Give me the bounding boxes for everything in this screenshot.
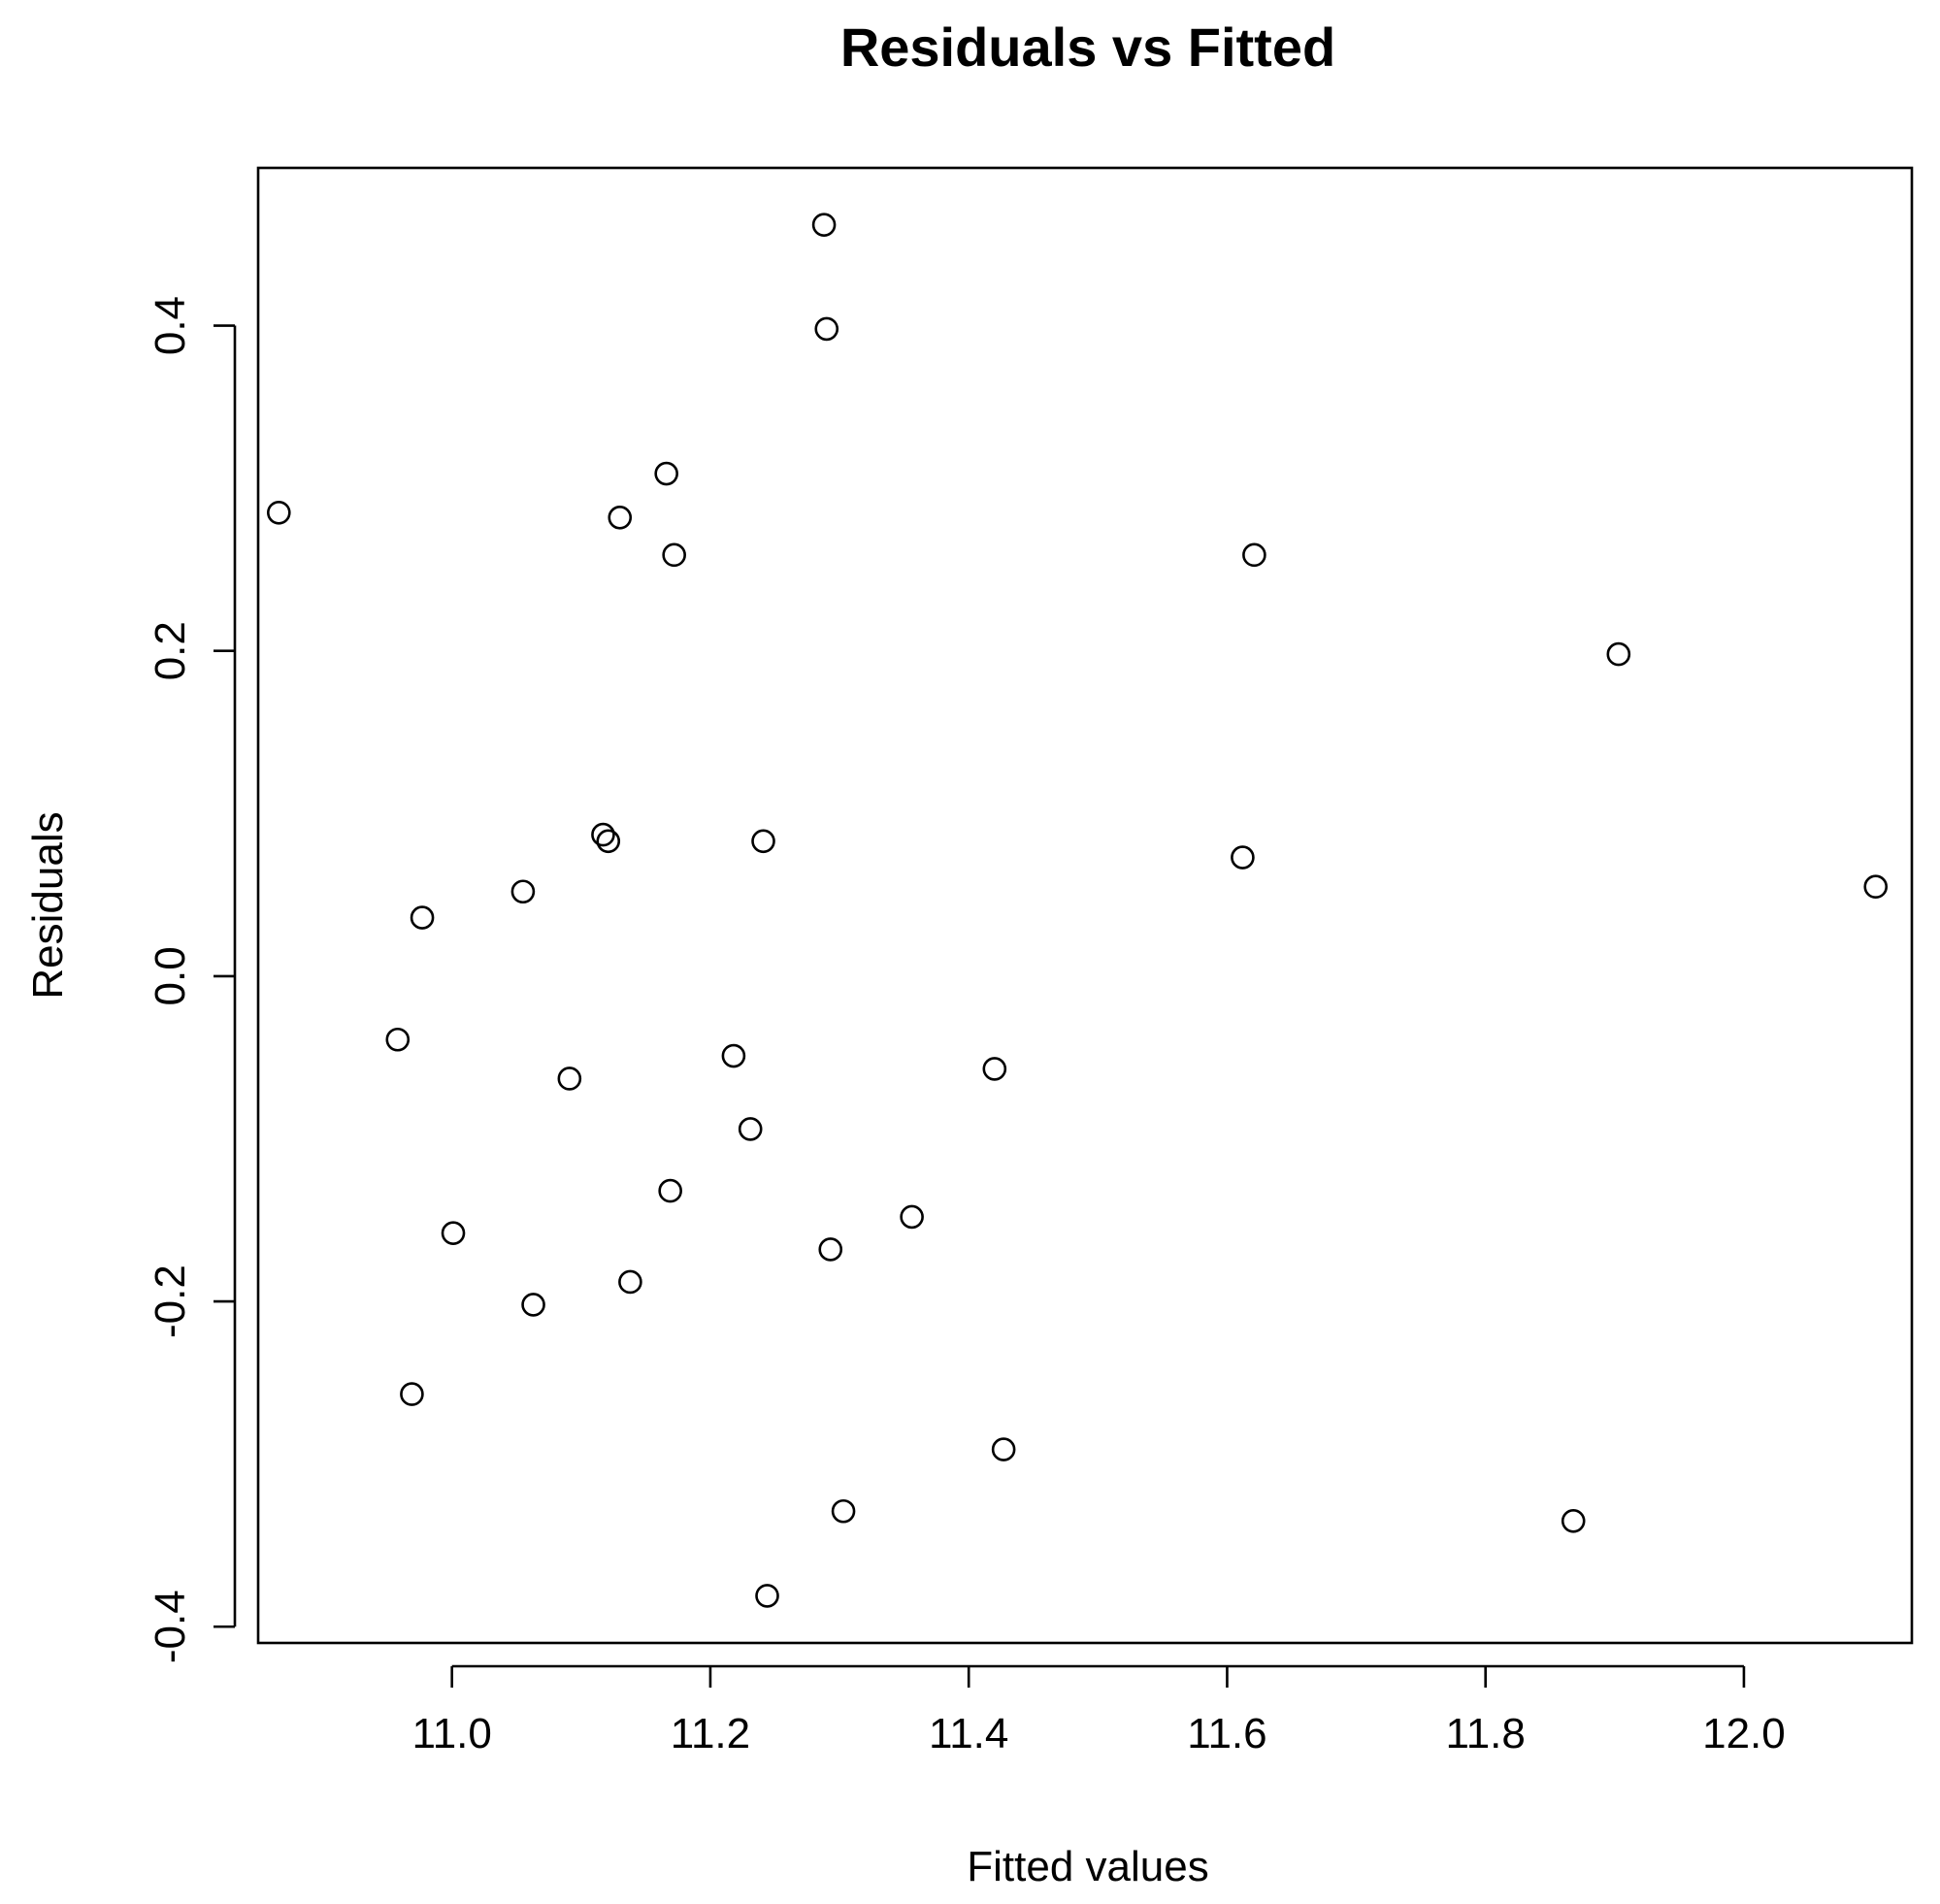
data-point — [814, 316, 839, 342]
data-point — [900, 1204, 924, 1230]
data-point — [385, 1027, 411, 1052]
data-point — [662, 542, 686, 568]
x-axis-title: Fitted values — [967, 1843, 1208, 1890]
data-point — [1231, 845, 1255, 870]
data-point — [831, 1498, 856, 1524]
data-point — [991, 1437, 1016, 1461]
x-tick-label: 11.2 — [671, 1710, 750, 1757]
data-point — [818, 1237, 843, 1262]
data-point — [1242, 542, 1266, 568]
data-point — [510, 879, 536, 904]
x-tick-label: 11.6 — [1187, 1710, 1266, 1757]
data-point — [618, 1269, 642, 1295]
data-point — [266, 500, 291, 525]
data-point — [751, 829, 775, 854]
y-tick-label: -0.2 — [147, 1264, 194, 1338]
data-point — [1863, 874, 1889, 900]
data-points — [266, 213, 1889, 1608]
x-tick-label: 11.0 — [412, 1710, 492, 1757]
x-tick-label: 11.8 — [1446, 1710, 1526, 1757]
y-tick-label: 0.4 — [147, 296, 194, 355]
data-point — [596, 829, 621, 854]
data-point — [658, 1178, 682, 1203]
data-point — [1606, 641, 1631, 667]
data-point — [400, 1382, 424, 1406]
x-tick-label: 12.0 — [1702, 1710, 1786, 1757]
data-point — [755, 1584, 779, 1608]
plot-frame — [256, 166, 1914, 1645]
data-point — [721, 1043, 746, 1068]
y-tick-label: 0.0 — [147, 946, 194, 1005]
y-tick-label: -0.4 — [147, 1590, 194, 1663]
data-point — [591, 822, 615, 847]
data-point — [811, 213, 837, 237]
data-point — [1561, 1509, 1586, 1533]
data-point — [654, 461, 678, 486]
x-axis: 11.0 11.2 11.4 11.6 11.8 12.0 — [412, 1664, 1786, 1757]
data-point — [608, 506, 633, 530]
chart-title: Residuals vs Fitted — [840, 16, 1335, 78]
data-point — [738, 1117, 763, 1141]
data-point — [521, 1293, 545, 1317]
data-point — [982, 1057, 1007, 1081]
data-point — [441, 1221, 466, 1245]
y-axis: -0.4 -0.2 0.0 0.2 0.4 — [147, 296, 237, 1663]
data-point — [557, 1067, 582, 1091]
y-axis-title: Residuals — [24, 811, 72, 999]
x-tick-label: 11.4 — [929, 1710, 1008, 1757]
data-point — [410, 905, 435, 930]
y-tick-label: 0.2 — [147, 621, 194, 680]
